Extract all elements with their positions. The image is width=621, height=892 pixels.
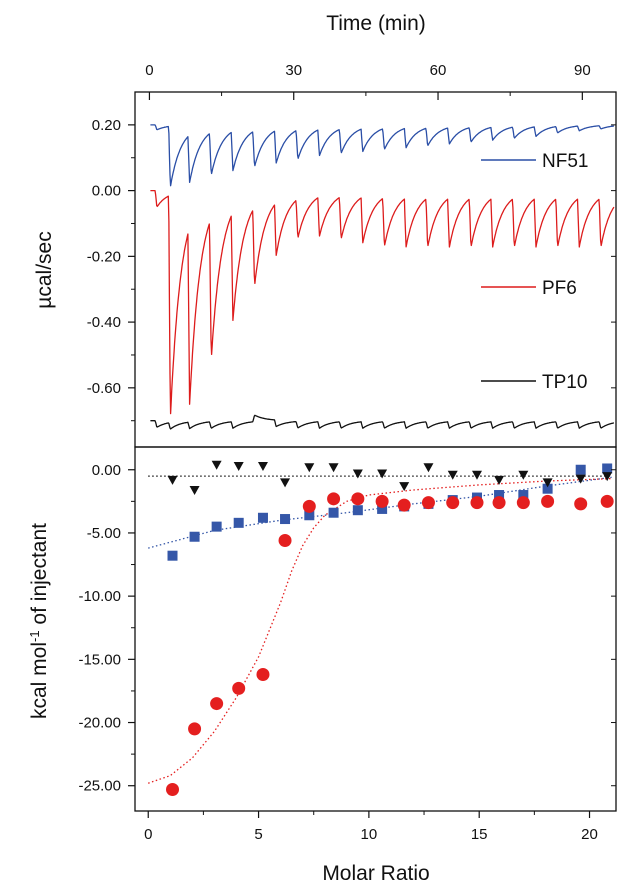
data-point-pf6 [351, 492, 365, 506]
enthalpy-axis-title-superscript: -1 [27, 630, 42, 642]
data-point-pf6 [421, 496, 435, 510]
data-point-nf51 [352, 505, 363, 516]
molar-ratio-tick-label-10: 10 [361, 826, 378, 843]
data-point-pf6 [600, 494, 614, 508]
data-point-tp10 [399, 482, 410, 492]
molar-ratio-tick-label-5: 5 [254, 826, 262, 843]
data-point-nf51 [211, 521, 222, 532]
data-point-nf51 [542, 483, 553, 494]
data-point-tp10 [518, 470, 529, 480]
enthalpy-axis-title-main: kcal mol [28, 642, 51, 719]
time-tick-label-90: 90 [574, 62, 591, 79]
legend-label-nf51: NF51 [542, 151, 588, 172]
fit-curve-pf6 [147, 477, 612, 784]
enthalpy-tick-label-5: -25.00 [78, 778, 121, 795]
enthalpy-tick-label-1: -5.00 [87, 525, 121, 542]
legend: NF51 PF6 TP10 [481, 151, 588, 393]
data-point-nf51 [233, 517, 244, 528]
data-point-pf6 [327, 492, 341, 506]
data-point-nf51 [518, 490, 529, 501]
data-point-tp10 [377, 469, 388, 479]
data-point-nf51 [304, 510, 315, 521]
data-point-nf51 [167, 550, 178, 561]
time-tick-label-30: 30 [285, 62, 302, 79]
isotherm-frame [134, 446, 617, 812]
data-point-nf51 [328, 507, 339, 518]
legend-label-tp10: TP10 [542, 372, 587, 393]
thermogram-line-pf6 [150, 189, 615, 415]
legend-label-pf6: PF6 [542, 278, 577, 299]
data-point-tp10 [471, 470, 482, 480]
data-point-pf6 [166, 783, 180, 797]
time-axis-title: Time (min) [326, 12, 426, 35]
data-point-tp10 [189, 485, 200, 495]
data-point-pf6 [278, 534, 292, 548]
data-point-pf6 [492, 496, 506, 510]
enthalpy-axis-title-tail: of injectant [28, 523, 51, 631]
time-tick-label-60: 60 [430, 62, 447, 79]
thermogram-frame [134, 91, 617, 448]
data-point-pf6 [188, 722, 202, 736]
data-point-tp10 [423, 463, 434, 473]
data-point-pf6 [302, 499, 316, 513]
data-point-tp10 [602, 472, 613, 482]
data-point-pf6 [397, 498, 411, 512]
data-point-nf51 [377, 503, 388, 514]
power-tick-label-1: 0.00 [92, 183, 121, 200]
enthalpy-tick-label-3: -15.00 [78, 651, 121, 668]
data-point-tp10 [304, 463, 315, 473]
power-tick-label-2: -0.20 [87, 248, 121, 265]
data-point-pf6 [256, 668, 270, 681]
data-point-nf51 [257, 512, 268, 523]
data-point-tp10 [494, 475, 505, 485]
data-point-tp10 [352, 469, 363, 479]
time-tick-label-0: 0 [145, 62, 153, 79]
data-point-pf6 [232, 681, 246, 695]
data-point-pf6 [446, 496, 460, 510]
thermogram-panel: 0 30 60 90 0.20 0.00 -0.20 -0.40 -0.60 [87, 62, 617, 448]
data-point-pf6 [516, 496, 530, 510]
data-point-tp10 [257, 461, 268, 471]
molar-ratio-axis-title: Molar Ratio [322, 862, 429, 885]
molar-ratio-tick-label-0: 0 [144, 826, 152, 843]
data-point-tp10 [167, 475, 178, 485]
power-tick-label-0: 0.20 [92, 117, 121, 134]
enthalpy-tick-label-4: -20.00 [78, 715, 121, 732]
power-tick-label-3: -0.40 [87, 314, 121, 331]
data-point-tp10 [211, 460, 222, 470]
data-point-pf6 [470, 496, 484, 510]
data-point-tp10 [328, 463, 339, 473]
data-point-pf6 [541, 494, 555, 508]
thermogram-line-nf51 [150, 124, 614, 187]
data-point-tp10 [575, 474, 586, 484]
data-point-tp10 [542, 478, 553, 488]
enthalpy-tick-label-0: 0.00 [92, 462, 121, 479]
data-point-pf6 [375, 494, 389, 508]
data-point-pf6 [574, 497, 588, 511]
molar-ratio-tick-label-20: 20 [581, 826, 598, 843]
data-point-nf51 [602, 463, 613, 474]
enthalpy-tick-label-2: -10.00 [78, 588, 121, 605]
data-point-tp10 [447, 470, 458, 480]
power-axis-title: µcal/sec [33, 231, 56, 308]
data-point-tp10 [280, 478, 291, 488]
data-point-nf51 [575, 464, 586, 475]
enthalpy-axis-title: kcal mol-1 of injectant [27, 523, 52, 719]
data-point-tp10 [233, 461, 244, 471]
thermogram-line-tp10 [150, 414, 615, 430]
data-point-pf6 [210, 697, 224, 711]
data-point-nf51 [494, 490, 505, 501]
data-point-nf51 [280, 514, 291, 525]
data-point-nf51 [189, 531, 200, 542]
power-tick-label-4: -0.60 [87, 380, 121, 397]
binding-isotherm-panel: 0 5 10 15 20 0.00 -5.00 -10.00 -15.00 -20.00 -25.0… [78, 446, 617, 843]
molar-ratio-tick-label-15: 15 [471, 826, 488, 843]
